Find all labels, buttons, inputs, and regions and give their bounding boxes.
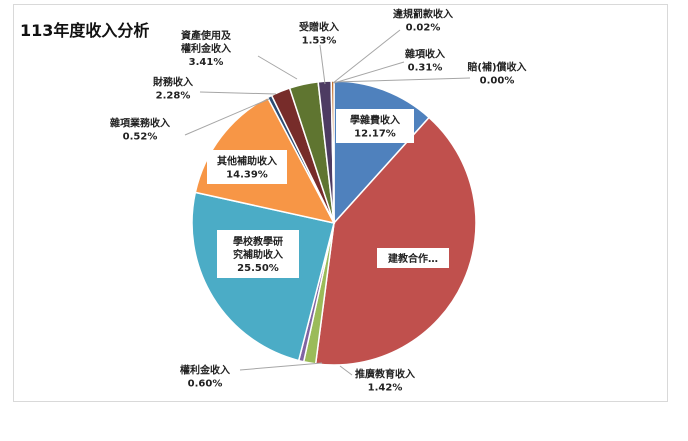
data-label-11: 雜項收入 0.31% — [405, 48, 445, 74]
data-label-1: 建教合作… — [387, 252, 438, 265]
leader-line-8 — [257, 55, 298, 80]
data-label-box-1 — [377, 248, 449, 268]
data-label-5: 其他補助收入 14.39% — [217, 155, 277, 181]
leader-line-6 — [184, 98, 270, 136]
leader-line-10 — [332, 29, 401, 84]
leader-line-7 — [199, 91, 277, 95]
leader-line-3 — [239, 362, 323, 371]
leader-line-11 — [333, 61, 405, 84]
data-label-2: 推廣教育收入 1.42% — [355, 368, 415, 394]
data-label-box-4 — [217, 230, 299, 278]
pie-slice-1 — [314, 116, 477, 366]
chart-title: 113年度收入分析 — [20, 21, 149, 40]
data-label-0: 學雜費收入 12.17% — [350, 114, 400, 140]
data-label-6: 雜項業務收入 0.52% — [110, 117, 170, 143]
data-label-box-5 — [207, 150, 287, 184]
data-label-3: 權利金收入 0.60% — [180, 364, 230, 390]
data-label-7: 財務收入 2.28% — [152, 76, 193, 102]
data-label-box-0 — [336, 109, 414, 143]
data-label-10: 違規罰款收入 0.02% — [393, 8, 453, 34]
pie-slice-11 — [330, 80, 335, 224]
data-label-4: 學校教學研究補助收入 25.50% — [233, 235, 283, 274]
data-label-12: 賠(補)償收入 0.00% — [467, 61, 526, 87]
data-label-9: 受贈收入 1.53% — [299, 21, 339, 47]
data-label-8: 資產使用及權利金收入 3.41% — [181, 29, 232, 68]
leader-line-9 — [319, 44, 326, 85]
leader-line-12 — [333, 77, 471, 83]
leader-line-2 — [339, 365, 353, 376]
